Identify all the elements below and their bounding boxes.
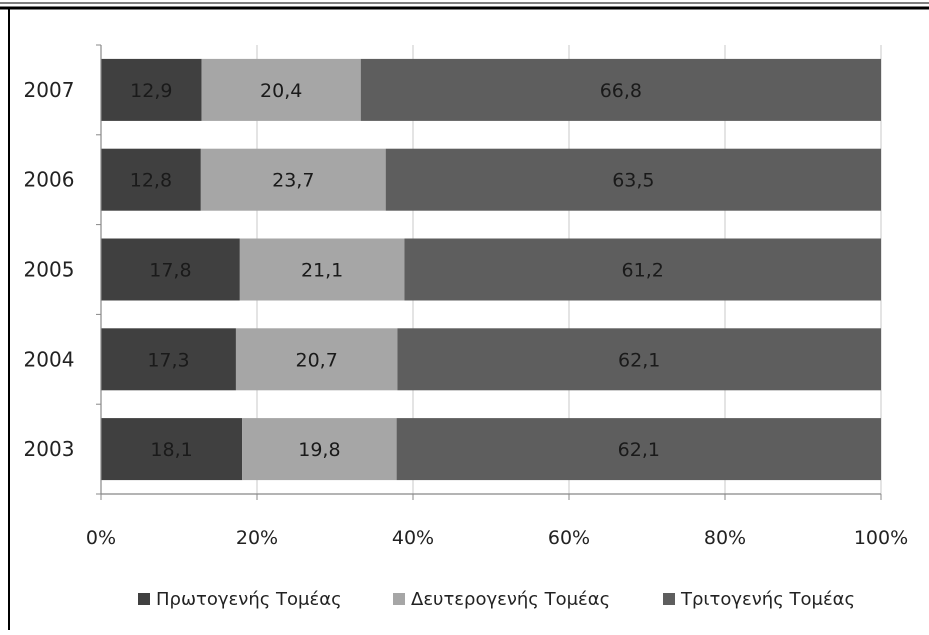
data-label: 23,7 [272,170,314,192]
data-label: 66,8 [600,80,642,102]
legend-swatch [138,593,150,605]
bar-segment [239,238,405,301]
category-label: 2005 [24,258,75,282]
x-tick-label: 0% [86,527,116,549]
bar-segment [101,418,243,481]
bar-segment [404,238,881,301]
legend-label: Τριτογενής Τομέας [680,589,855,610]
bar-segment [397,328,881,391]
category-label: 2006 [24,168,75,192]
data-label: 20,4 [260,80,302,102]
bars [101,58,881,481]
x-tick-label: 100% [854,527,908,549]
x-tick-label: 80% [704,527,746,549]
legend-label: Δευτερογενής Τομέας [411,589,610,610]
bar-segment [101,238,240,301]
x-tick-label: 60% [548,527,590,549]
legend-label: Πρωτογενής Τομέας [156,589,342,610]
data-label: 63,5 [612,170,654,192]
x-tick-label: 20% [236,527,278,549]
data-label: 12,9 [130,80,172,102]
category-label: 2003 [24,437,75,461]
data-label: 18,1 [150,439,192,461]
data-labels: 12,9 20,4 66,8 12,8 23,7 63,5 17,8 21,1 61,2 17,3… [130,80,664,461]
bar-segment [201,58,361,121]
bar-segment [396,418,881,481]
legend-swatch [393,593,405,605]
data-label: 62,1 [618,349,660,371]
bar-segment [200,148,386,211]
bar-segment [101,148,201,211]
data-label: 62,1 [618,439,660,461]
bar-segment [101,328,236,391]
data-label: 19,8 [298,439,340,461]
category-label: 2004 [24,347,75,371]
data-label: 20,7 [296,349,338,371]
data-label: 12,8 [130,170,172,192]
legend: Πρωτογενής Τομέας Δευτερογενής Τομέας Τριτ… [138,589,855,610]
x-tick-label: 40% [392,527,434,549]
legend-swatch [663,593,675,605]
bar-segment [385,148,881,211]
data-label: 17,3 [147,349,189,371]
axes: 0% 20% 40% 60% 80% 100% 2007 2006 2005 2004 2003 [24,44,908,549]
data-label: 61,2 [622,260,664,282]
bar-segment [360,58,881,121]
bar-segment [242,418,397,481]
data-label: 21,1 [301,260,343,282]
data-label: 17,8 [149,260,191,282]
category-label: 2007 [24,78,75,102]
bar-segment [101,58,202,121]
bar-segment [235,328,398,391]
